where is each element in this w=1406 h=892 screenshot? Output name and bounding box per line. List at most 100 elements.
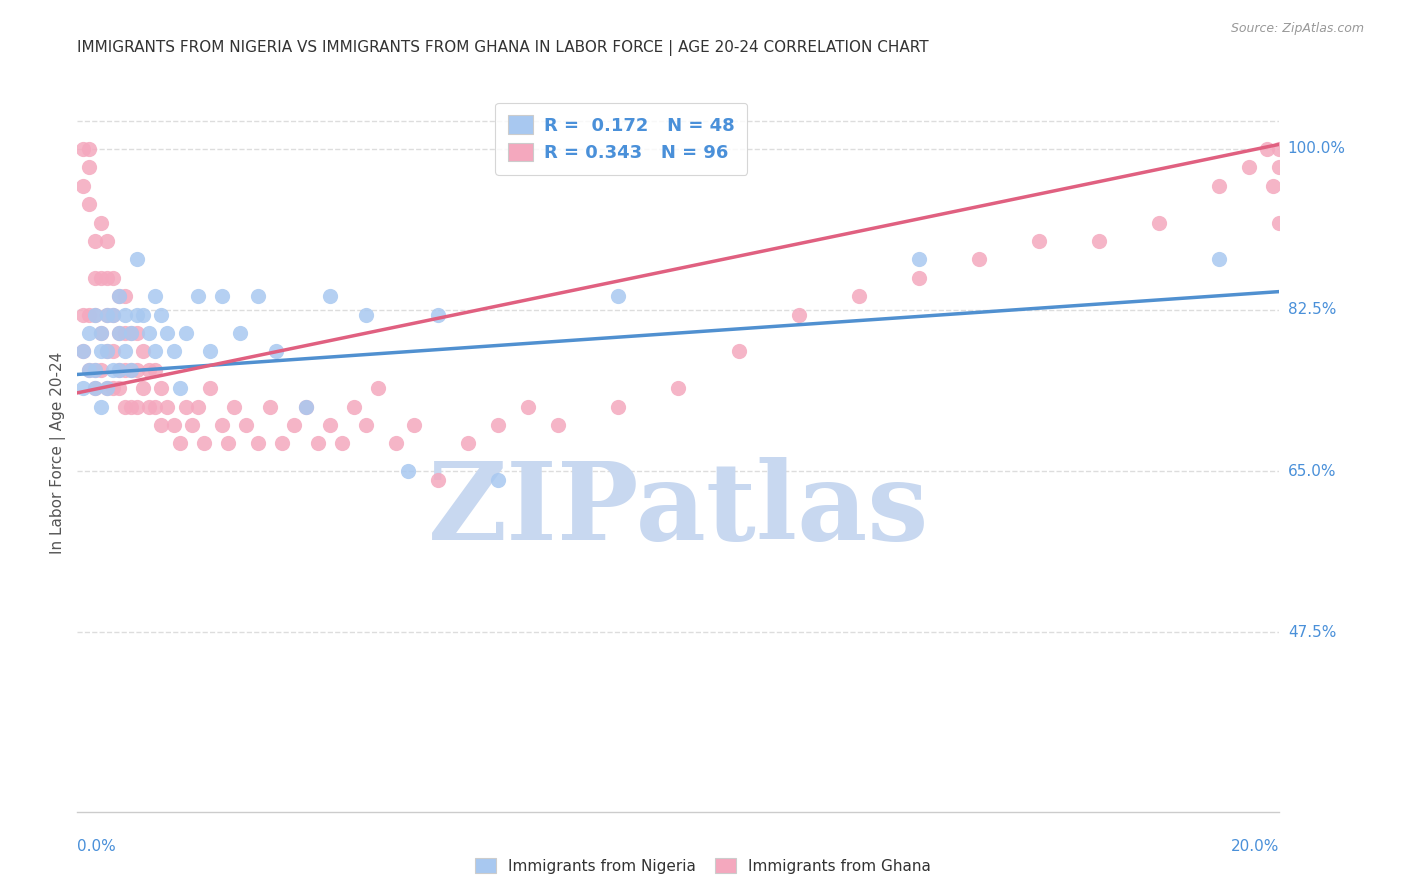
Point [145,344,167,359]
Point [103,270,125,285]
Text: Source: ZipAtlas.com: Source: ZipAtlas.com [1230,22,1364,36]
Text: 0.0%: 0.0% [77,839,117,855]
Point [1028,234,1050,248]
Point [270,436,292,450]
Point [294,400,316,414]
Point [486,418,509,433]
Point [72,381,94,395]
Point [427,308,450,322]
Point [72,142,94,156]
Point [848,289,870,303]
Point [108,363,131,377]
Point [79,326,101,340]
Point [294,400,316,414]
Point [90,400,112,414]
Point [1268,142,1291,156]
Point [174,400,197,414]
Point [396,464,419,478]
Point [145,289,167,303]
Point [90,363,112,377]
Point [1149,215,1171,229]
Point [79,197,101,211]
Point [90,326,112,340]
Point [457,436,479,450]
Point [1208,252,1230,267]
Point [156,400,179,414]
Point [156,326,179,340]
Point [96,308,118,322]
Point [607,400,630,414]
Point [90,270,112,285]
Point [96,381,118,395]
Point [120,400,142,414]
Point [967,252,990,267]
Point [138,363,160,377]
Point [96,344,118,359]
Point [84,308,107,322]
Point [114,344,136,359]
Point [1268,215,1291,229]
Point [283,418,305,433]
Text: IMMIGRANTS FROM NIGERIA VS IMMIGRANTS FROM GHANA IN LABOR FORCE | AGE 20-24 CORR: IMMIGRANTS FROM NIGERIA VS IMMIGRANTS FR… [77,40,929,56]
Point [186,400,209,414]
Point [908,252,931,267]
Point [169,436,191,450]
Point [79,363,101,377]
Point [427,473,450,487]
Point [84,363,107,377]
Point [120,363,142,377]
Point [668,381,690,395]
Point [90,215,112,229]
Point [1239,161,1261,175]
Text: 47.5%: 47.5% [1288,624,1336,640]
Point [193,436,215,450]
Point [114,308,136,322]
Point [96,234,118,248]
Point [198,344,221,359]
Point [1263,178,1285,193]
Point [180,418,202,433]
Point [127,326,149,340]
Point [517,400,540,414]
Point [246,289,269,303]
Point [114,289,136,303]
Point [150,381,173,395]
Point [547,418,569,433]
Point [145,400,167,414]
Point [198,381,221,395]
Point [127,252,149,267]
Point [319,418,342,433]
Point [162,344,184,359]
Point [79,363,101,377]
Point [132,344,155,359]
Text: 82.5%: 82.5% [1288,302,1336,318]
Point [84,270,107,285]
Point [96,344,118,359]
Text: 100.0%: 100.0% [1288,142,1346,156]
Point [330,436,353,450]
Point [84,363,107,377]
Point [186,289,209,303]
Point [132,381,155,395]
Point [138,326,160,340]
Text: ZIPatlas: ZIPatlas [427,457,929,563]
Point [103,344,125,359]
Text: 20.0%: 20.0% [1232,839,1279,855]
Point [127,308,149,322]
Point [222,400,245,414]
Point [103,363,125,377]
Point [72,344,94,359]
Point [402,418,425,433]
Point [1088,234,1111,248]
Point [108,289,131,303]
Point [354,308,377,322]
Point [1256,142,1278,156]
Point [108,363,131,377]
Point [307,436,329,450]
Point [132,308,155,322]
Point [228,326,250,340]
Point [787,308,810,322]
Point [108,289,131,303]
Point [72,308,94,322]
Point [108,326,131,340]
